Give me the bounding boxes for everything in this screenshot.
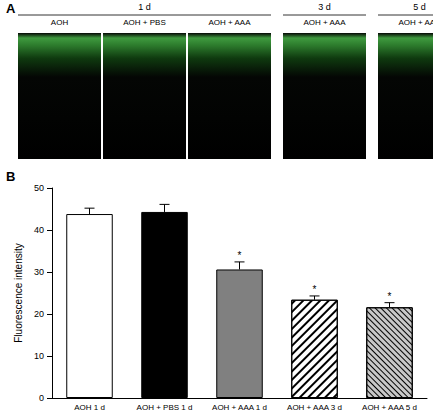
svg-text:30: 30 — [34, 267, 44, 277]
svg-text:Fluorescence intensity: Fluorescence intensity — [13, 243, 24, 343]
svg-text:20: 20 — [34, 309, 44, 319]
svg-text:AOH + PBS: AOH + PBS — [123, 18, 165, 27]
svg-text:AOH + AAA 5 d: AOH + AAA 5 d — [362, 403, 417, 412]
svg-text:0: 0 — [39, 393, 44, 403]
svg-text:AOH + AAA: AOH + AAA — [303, 18, 346, 27]
svg-text:AOH 1 d: AOH 1 d — [74, 403, 105, 412]
svg-text:1 d: 1 d — [138, 2, 151, 12]
svg-text:AOH + AAA 3 d: AOH + AAA 3 d — [287, 403, 342, 412]
svg-text:AOH + AAA: AOH + AAA — [398, 18, 433, 27]
svg-text:*: * — [388, 291, 392, 302]
svg-text:*: * — [238, 250, 242, 261]
svg-text:AOH + PBS 1 d: AOH + PBS 1 d — [137, 403, 193, 412]
svg-text:10: 10 — [34, 351, 44, 361]
svg-text:50: 50 — [34, 183, 44, 193]
svg-text:B: B — [6, 169, 15, 184]
svg-text:AOH: AOH — [51, 18, 69, 27]
svg-text:*: * — [313, 284, 317, 295]
svg-text:AOH + AAA: AOH + AAA — [208, 18, 251, 27]
svg-text:40: 40 — [34, 225, 44, 235]
svg-text:AOH + AAA 1 d: AOH + AAA 1 d — [212, 403, 267, 412]
svg-text:3 d: 3 d — [318, 2, 331, 12]
svg-text:A: A — [6, 1, 16, 16]
svg-text:5 d: 5 d — [413, 2, 426, 12]
